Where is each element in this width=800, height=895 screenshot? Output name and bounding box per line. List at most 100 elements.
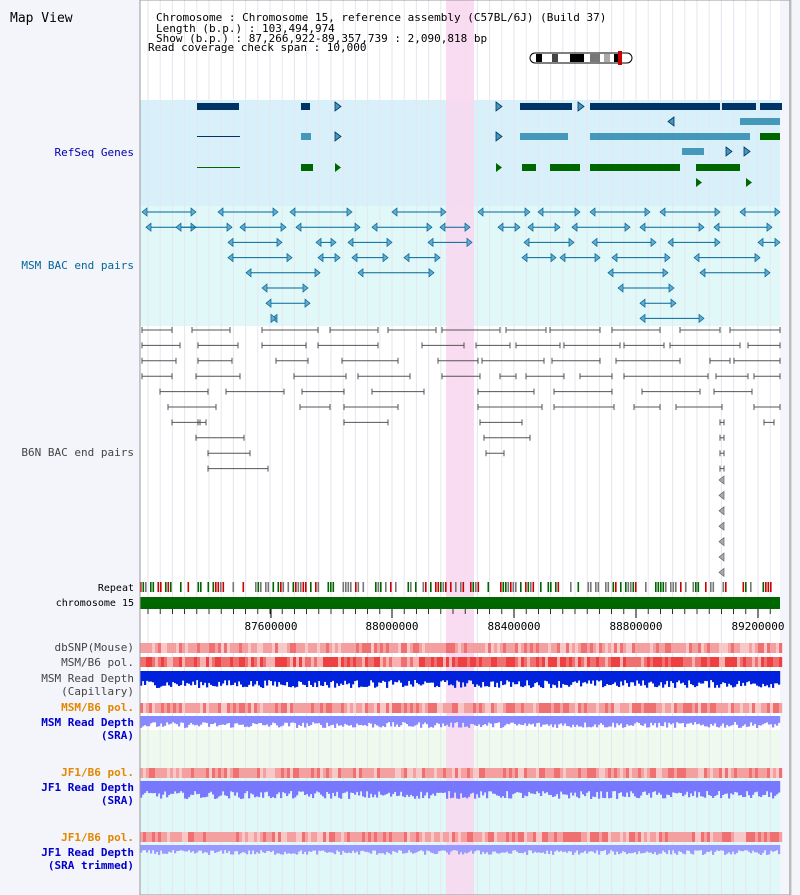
polymorphism-heat-tracks[interactable] [140, 643, 783, 842]
msm-bac-pair[interactable] [617, 283, 675, 293]
msm-bac-pair[interactable] [317, 252, 341, 263]
b6n-bac-pair[interactable] [525, 373, 565, 380]
b6n-bac-pair[interactable] [551, 357, 601, 364]
msm-bac-pair[interactable] [699, 268, 771, 278]
gene-row-4[interactable] [682, 146, 751, 157]
b6n-bac-pair[interactable] [719, 434, 725, 441]
b6n-bac-pair[interactable] [421, 342, 465, 349]
b6n-bac-end-marker[interactable] [718, 521, 725, 531]
b6n-bac-pair[interactable] [623, 342, 665, 349]
b6n-bac-track[interactable] [141, 327, 781, 578]
msm-bac-pair[interactable] [607, 268, 669, 278]
b6n-bac-pair[interactable] [709, 357, 731, 364]
b6n-bac-pair[interactable] [729, 327, 781, 333]
msm-bac-pair[interactable] [357, 268, 435, 278]
b6n-bac-pair[interactable] [499, 373, 517, 380]
b6n-bac-pair[interactable] [549, 327, 601, 333]
b6n-bac-pair[interactable] [329, 327, 379, 333]
msm-bac-pair[interactable] [591, 237, 657, 248]
msm-bac-pair[interactable] [351, 252, 389, 263]
msm-bac-pair[interactable] [239, 222, 287, 232]
track-label-refseq[interactable]: RefSeq Genes [55, 146, 134, 159]
msm-bac-pair[interactable] [667, 237, 721, 248]
read-depth-tracks[interactable] [140, 671, 781, 855]
msm-bac-track[interactable] [141, 207, 781, 324]
b6n-bac-pair[interactable] [713, 388, 753, 395]
msm-bac-pair[interactable] [427, 237, 473, 248]
b6n-bac-pair[interactable] [633, 404, 661, 410]
b6n-bac-pair[interactable] [505, 327, 547, 333]
b6n-bac-pair[interactable] [167, 404, 217, 410]
b6n-bac-pair[interactable] [763, 419, 775, 426]
msm-bac-pair[interactable] [217, 207, 279, 217]
b6n-bac-pair[interactable] [669, 342, 741, 349]
b6n-bac-pair[interactable] [481, 357, 545, 364]
b6n-bac-pair[interactable] [719, 450, 725, 457]
selected-region-highlight[interactable] [446, 0, 474, 895]
b6n-bac-pair[interactable] [715, 373, 749, 380]
msm-bac-pair[interactable] [659, 207, 721, 217]
msm-bac-pair[interactable] [315, 237, 337, 248]
b6n-bac-pair[interactable] [195, 373, 241, 380]
gene-row-5[interactable] [197, 163, 740, 172]
b6n-bac-pair[interactable] [197, 357, 233, 364]
b6n-bac-pair[interactable] [477, 404, 543, 410]
b6n-bac-pair[interactable] [747, 342, 781, 349]
b6n-bac-pair[interactable] [441, 327, 501, 333]
msm-bac-pair[interactable] [559, 252, 601, 263]
b6n-bac-pair[interactable] [191, 327, 231, 333]
track-label-msm-bac[interactable]: MSM BAC end pairs [21, 259, 134, 272]
msm-bac-pair[interactable] [477, 207, 531, 217]
refseq-gene-track[interactable] [197, 101, 782, 187]
msm-bac-pair[interactable] [245, 268, 321, 278]
b6n-bac-pair[interactable] [197, 342, 239, 349]
b6n-bac-end-marker[interactable] [718, 490, 725, 501]
b6n-bac-pair[interactable] [387, 327, 437, 333]
b6n-bac-pair[interactable] [623, 373, 709, 380]
b6n-bac-pair[interactable] [341, 357, 399, 364]
chromosome-bar[interactable] [140, 597, 780, 609]
msm-bac-pair[interactable] [739, 207, 781, 217]
b6n-bac-end-marker[interactable] [718, 536, 725, 547]
b6n-bac-pair[interactable] [141, 373, 173, 380]
msm-bac-pair[interactable] [639, 298, 677, 308]
b6n-bac-pair[interactable] [719, 465, 725, 472]
b6n-bac-pair[interactable] [611, 327, 661, 333]
b6n-bac-pair[interactable] [299, 404, 331, 410]
msm-bac-pair[interactable] [439, 222, 471, 232]
msm-bac-pair[interactable] [347, 237, 393, 248]
msm-bac-pair[interactable] [757, 237, 781, 248]
msm-bac-pair[interactable] [639, 313, 705, 324]
b6n-bac-pair[interactable] [479, 419, 523, 426]
msm-bac-pair[interactable] [497, 222, 521, 232]
b6n-bac-pair[interactable] [485, 450, 505, 457]
b6n-bac-pair[interactable] [477, 388, 535, 395]
msm-bac-pair[interactable] [371, 222, 433, 232]
b6n-bac-pair[interactable] [343, 419, 389, 426]
b6n-bac-pair[interactable] [579, 373, 613, 380]
b6n-bac-pair[interactable] [483, 434, 531, 441]
b6n-bac-pair[interactable] [159, 388, 209, 395]
msm-bac-pair[interactable] [391, 207, 447, 217]
track-label-b6n-bac[interactable]: B6N BAC end pairs [21, 446, 134, 459]
b6n-bac-pair[interactable] [753, 404, 781, 410]
b6n-bac-pair[interactable] [515, 342, 561, 349]
b6n-bac-pair[interactable] [679, 327, 721, 333]
b6n-bac-pair[interactable] [719, 419, 725, 426]
b6n-bac-pair[interactable] [475, 342, 511, 349]
b6n-bac-pair[interactable] [225, 388, 285, 395]
b6n-bac-pair[interactable] [197, 419, 207, 426]
b6n-bac-pair[interactable] [261, 342, 307, 349]
b6n-bac-pair[interactable] [275, 357, 309, 364]
b6n-bac-pair[interactable] [317, 342, 379, 349]
b6n-bac-end-marker[interactable] [718, 475, 725, 485]
msm-bac-pair[interactable] [537, 207, 581, 217]
msm-bac-pair[interactable] [639, 222, 705, 232]
msm-bac-pair[interactable] [270, 313, 278, 324]
msm-bac-pair[interactable] [175, 222, 233, 232]
msm-bac-pair[interactable] [403, 252, 441, 263]
gene-row-3[interactable] [197, 131, 780, 142]
b6n-bac-end-marker[interactable] [718, 567, 725, 578]
b6n-bac-pair[interactable] [343, 404, 399, 410]
